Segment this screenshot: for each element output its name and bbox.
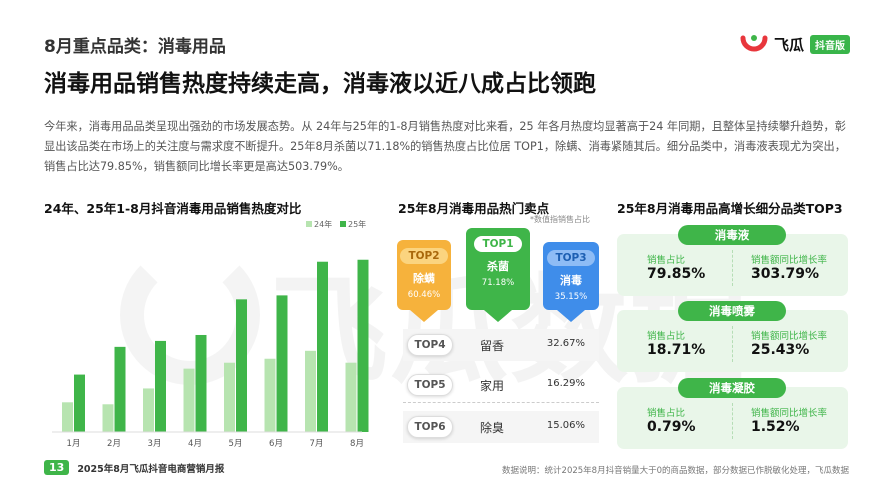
- x-tick-label: 5月: [229, 439, 243, 449]
- top2-ribbon-tail: [410, 310, 438, 322]
- bar-25年-1月: [74, 374, 85, 432]
- share-value: 0.79%: [647, 419, 696, 435]
- intro-paragraph: 今年来，消毒用品品类呈现出强劲的市场发展态势。从 24年与25年的1-8月销售热…: [44, 120, 846, 173]
- bar-25年-4月: [195, 334, 207, 432]
- top3-value: 35.15%: [554, 292, 588, 302]
- x-tick-label: 2月: [107, 439, 121, 449]
- selling-points-note: *数值指销售占比: [530, 215, 590, 224]
- brand-name: 飞瓜: [774, 35, 805, 54]
- bar-25年-6月: [276, 295, 288, 432]
- growth-label: 销售额同比增长率: [751, 255, 828, 266]
- x-tick-label: 1月: [67, 439, 81, 449]
- subcategory-name: 消毒凝胶: [678, 378, 786, 398]
- rank-row-top4: TOP4 留香 32.67%: [403, 329, 599, 361]
- bar-24年-4月: [183, 368, 195, 432]
- rank-label: 除臭: [480, 421, 505, 435]
- selling-points-title: 25年8月消毒用品热门卖点: [398, 201, 550, 216]
- x-tick-label: 4月: [188, 439, 202, 449]
- rank-divider: [403, 402, 599, 403]
- top1-ribbon-tail: [484, 310, 512, 322]
- share-value: 79.85%: [647, 266, 706, 282]
- top2-badge: TOP2 除螨 60.46%: [397, 240, 451, 322]
- legend-label: 25年: [348, 219, 366, 229]
- growth-value: 25.43%: [751, 342, 810, 358]
- section-title: 8月重点品类：消毒用品: [44, 37, 226, 57]
- bar-24年-1月: [62, 402, 73, 432]
- subcategory-name: 消毒喷雾: [678, 301, 786, 321]
- footer: 13 2025年8月飞瓜抖音电商营销月报: [44, 460, 224, 475]
- rank-label: 家用: [480, 379, 505, 393]
- bar-24年-8月: [345, 362, 357, 432]
- feigua-logo-icon: [740, 35, 768, 52]
- x-tick-label: 7月: [310, 439, 324, 449]
- page-number: 13: [44, 460, 70, 475]
- sales-heat-bar-chart: 24年 25年 1月 2月 3月 4月 5月 6月 7月 8月: [52, 219, 369, 449]
- bar-24年-7月: [305, 350, 316, 432]
- x-tick-label: 3月: [148, 439, 162, 449]
- x-tick-label: 6月: [269, 439, 283, 449]
- bar-24年-3月: [143, 388, 154, 432]
- bar-25年-7月: [317, 261, 328, 432]
- growth-value: 1.52%: [751, 419, 800, 435]
- legend-swatch: [340, 221, 346, 227]
- share-label: 销售占比: [647, 255, 686, 266]
- top2-value: 60.46%: [407, 290, 441, 300]
- share-value: 18.71%: [647, 342, 706, 358]
- chart-title: 24年、25年1-8月抖音消毒用品销售热度对比: [44, 201, 302, 216]
- share-label: 销售占比: [647, 408, 686, 419]
- rank-pill: TOP5: [407, 374, 453, 396]
- rank-row-top6: TOP6 除臭 15.06%: [403, 411, 599, 443]
- card-divider: [732, 250, 733, 286]
- top2-rank: TOP2: [400, 248, 448, 264]
- rank-row-top5: TOP5 家用 16.29%: [403, 369, 599, 401]
- top3-name: 消毒: [560, 274, 582, 287]
- headline: 消毒用品销售热度持续走高，消毒液以近八成占比领跑: [44, 71, 596, 97]
- x-tick-label: 8月: [350, 439, 364, 449]
- growth-label: 销售额同比增长率: [751, 408, 828, 419]
- data-source-note: 数据说明：统计2025年8月抖音销量大于0的商品数据，部分数据已作脱敏化处理，飞…: [502, 466, 849, 476]
- top3-rank: TOP3: [547, 250, 595, 266]
- rank-value: 15.06%: [546, 420, 585, 431]
- bar-25年-8月: [357, 259, 369, 432]
- top2-name: 除螨: [413, 272, 435, 285]
- rank-pill: TOP4: [407, 334, 453, 356]
- growth-value: 303.79%: [751, 266, 820, 282]
- subcategory-card: 消毒凝胶 销售占比 销售额同比增长率 0.79% 1.52%: [617, 378, 848, 449]
- bar-24年-2月: [102, 404, 114, 432]
- bar-25年-3月: [155, 340, 166, 432]
- top1-value: 71.18%: [481, 278, 515, 288]
- subcategory-name: 消毒液: [678, 225, 786, 245]
- brand-logo: 飞瓜 抖音版: [740, 33, 851, 55]
- top3-ribbon-tail: [557, 310, 585, 322]
- subcategory-card: 消毒液 销售占比 销售额同比增长率 79.85% 303.79%: [617, 225, 848, 296]
- top1-rank: TOP1: [474, 236, 522, 252]
- card-divider: [732, 403, 733, 439]
- top1-name: 杀菌: [487, 260, 509, 273]
- bar-25年-5月: [236, 299, 247, 432]
- legend-label: 24年: [314, 219, 332, 229]
- top3-badge: TOP3 消毒 35.15%: [543, 242, 599, 322]
- subcategory-card: 消毒喷雾 销售占比 销售额同比增长率 18.71% 25.43%: [617, 301, 848, 372]
- share-label: 销售占比: [647, 331, 686, 342]
- brand-tag: 抖音版: [810, 34, 851, 54]
- growth-label: 销售额同比增长率: [751, 331, 828, 342]
- subcategory-title: 25年8月消毒用品高增长细分品类TOP3: [617, 201, 843, 216]
- bar-24年-5月: [224, 362, 235, 432]
- legend-swatch: [306, 221, 312, 227]
- bar-24年-6月: [264, 358, 276, 432]
- rank-value: 16.29%: [546, 378, 585, 389]
- top1-badge: TOP1 杀菌 71.18%: [466, 228, 530, 322]
- rank-value: 32.67%: [546, 338, 585, 349]
- card-divider: [732, 326, 733, 362]
- report-name: 2025年8月飞瓜抖音电商营销月报: [77, 463, 225, 475]
- bar-25年-2月: [114, 346, 126, 432]
- rank-pill: TOP6: [407, 416, 453, 438]
- rank-label: 留香: [480, 339, 505, 353]
